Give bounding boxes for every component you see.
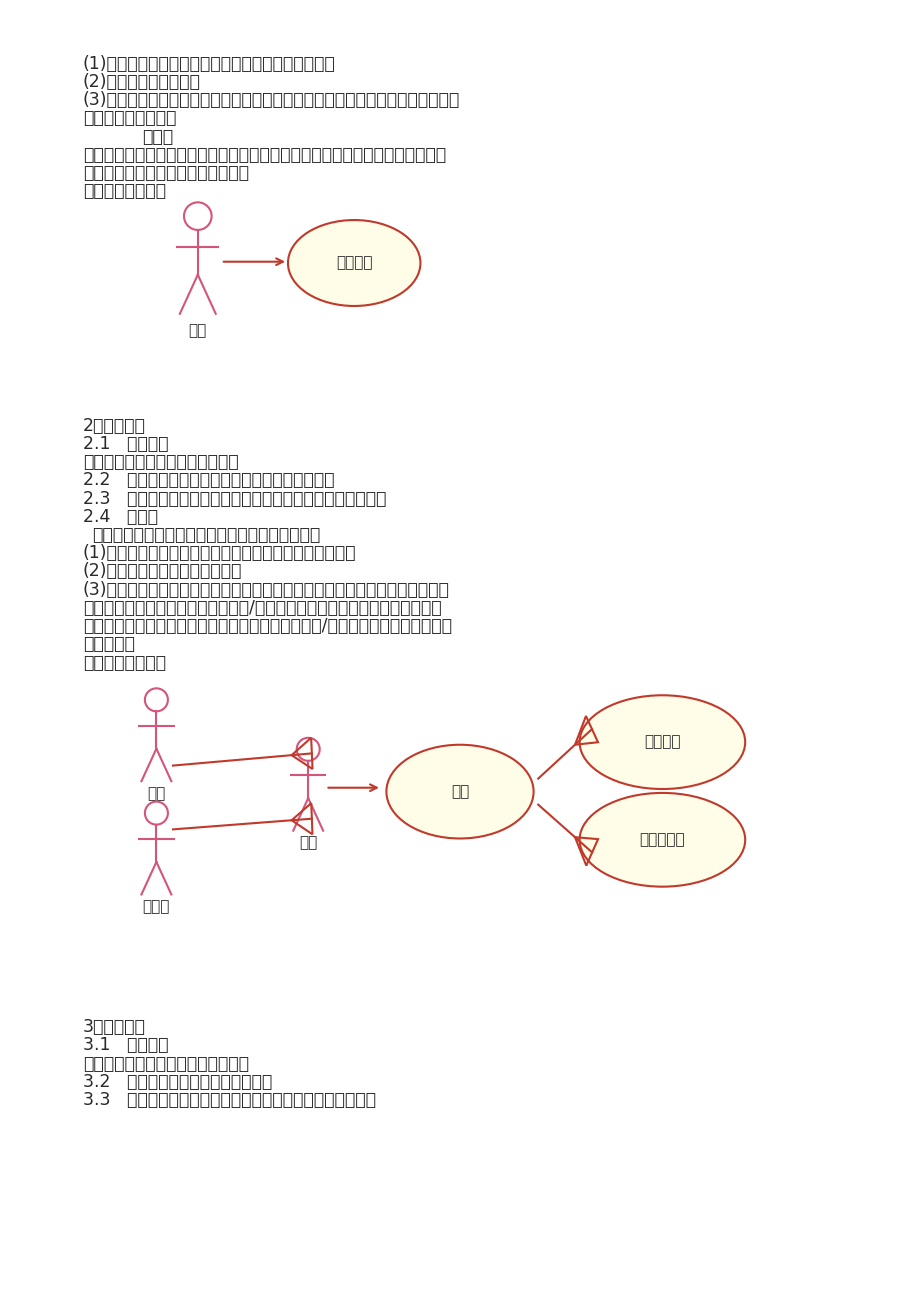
Text: 用户注册用例图：: 用户注册用例图：: [83, 182, 165, 201]
Ellipse shape: [579, 695, 744, 789]
Text: 假如用户输入的注册信息无效，系统显示错误信息并转到错误页面，用户重新填: 假如用户输入的注册信息无效，系统显示错误信息并转到错误页面，用户重新填: [83, 146, 446, 164]
Text: 本用例用于管理员或用户管理订单。: 本用例用于管理员或用户管理订单。: [83, 1055, 248, 1073]
Text: 用户注册: 用户注册: [335, 255, 372, 271]
Text: 2.2   前置条件：已注册过的用户和合法的管理员。: 2.2 前置条件：已注册过的用户和合法的管理员。: [83, 471, 334, 490]
Text: 选择返回基础的起始点，重新输入正确的用户名和（/或）密码；或者取消登陆，: 选择返回基础的起始点，重新输入正确的用户名和（/或）密码；或者取消登陆，: [83, 617, 451, 635]
Text: 管理员登录: 管理员登录: [639, 832, 685, 848]
Ellipse shape: [579, 793, 744, 887]
Text: 2.4   事务流: 2.4 事务流: [83, 508, 158, 526]
Text: 替代流: 替代流: [142, 128, 174, 146]
Text: (1)系统转到用户登录页面，提示用户输入用户名和密码。: (1)系统转到用户登录页面，提示用户输入用户名和密码。: [83, 544, 356, 562]
Text: (3)系统检查信息是否有效（是否已注册，邮箱是否可用，密码是否过于简洁），: (3)系统检查信息是否有效（是否已注册，邮箱是否可用，密码是否过于简洁），: [83, 91, 460, 109]
Text: 用例结束。: 用例结束。: [83, 635, 134, 654]
Text: 3、订单查看: 3、订单查看: [83, 1018, 145, 1036]
Text: (2)用户填写用户名和密码信息。: (2)用户填写用户名和密码信息。: [83, 562, 242, 581]
Text: 2、用户登录: 2、用户登录: [83, 417, 145, 435]
Text: 本用例用于用户或管理员的登录。: 本用例用于用户或管理员的登录。: [83, 453, 238, 471]
Text: 3.3   后置条件：用例胜利后，订单信息被修改或者被删除。: 3.3 后置条件：用例胜利后，订单信息被修改或者被删除。: [83, 1091, 375, 1109]
Text: 将信息存入数据库。: 将信息存入数据库。: [83, 109, 176, 128]
Text: (3)用户验证输入的用户名和密码，若正确，则转到首页，系统激活这一用户。: (3)用户验证输入的用户名和密码，若正确，则转到首页，系统激活这一用户。: [83, 581, 449, 599]
Text: 登录: 登录: [450, 784, 469, 799]
Text: 用户: 用户: [188, 323, 207, 339]
Text: 顾客: 顾客: [299, 836, 317, 850]
Ellipse shape: [386, 745, 533, 838]
Text: 替代流：假如输入无效的用户名和（/或）密码，系统显示错误信息，用户可以: 替代流：假如输入无效的用户名和（/或）密码，系统显示错误信息，用户可以: [83, 599, 441, 617]
Text: 写信息，或者取消注册，用例结束。: 写信息，或者取消注册，用例结束。: [83, 164, 248, 182]
Text: (2)用户输入个人信息。: (2)用户输入个人信息。: [83, 73, 200, 91]
Text: 用户登录用例图：: 用户登录用例图：: [83, 654, 165, 672]
Text: 2.1   简洁描述: 2.1 简洁描述: [83, 435, 168, 453]
Text: (1)系统转到用户注册页面，提示用户输入个人信息。: (1)系统转到用户注册页面，提示用户输入个人信息。: [83, 55, 335, 73]
Text: 3.2   前置条件：用户或管理员登录。: 3.2 前置条件：用户或管理员登录。: [83, 1073, 272, 1091]
Ellipse shape: [288, 220, 420, 306]
Text: 基流当用户提出登录进入系统恳求时，用例启动。: 基流当用户提出登录进入系统恳求时，用例启动。: [92, 526, 320, 544]
Text: 3.1   简洁描述: 3.1 简洁描述: [83, 1036, 168, 1055]
Text: 管理员: 管理员: [142, 900, 170, 914]
Text: 用户: 用户: [147, 786, 165, 801]
Text: 用户登录: 用户登录: [643, 734, 680, 750]
Text: 2.3   后置条件：用例胜利后，用户或管理员可登录进入系统。: 2.3 后置条件：用例胜利后，用户或管理员可登录进入系统。: [83, 490, 386, 508]
